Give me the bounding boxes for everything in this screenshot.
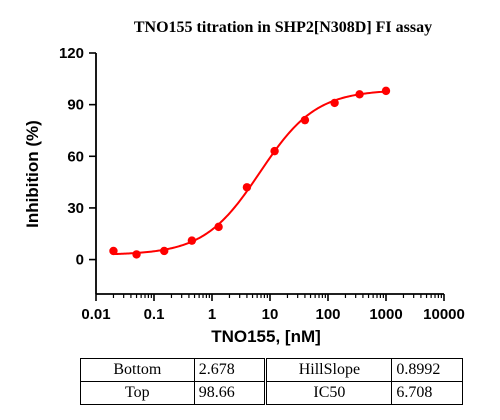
- data-point: [355, 90, 364, 99]
- param-name-ic50: IC50: [264, 381, 393, 405]
- data-point: [300, 115, 310, 125]
- tick-labels: 0 30 60 90 120 0.01 0.1 1 10 100 1000 10000: [59, 45, 465, 323]
- x-tick-label: 100: [315, 306, 340, 323]
- fit-parameters-table: Bottom 2.678 HillSlope 0.8992 Top 98.66 …: [80, 358, 463, 405]
- data-point: [109, 246, 118, 256]
- param-name-top: Top: [80, 381, 195, 405]
- param-value-bottom: 2.678: [193, 358, 267, 382]
- param-value-hillslope: 0.8992: [391, 358, 463, 382]
- x-tick-label: 1000: [369, 306, 402, 323]
- data-point: [132, 250, 141, 259]
- param-value-top: 98.66: [193, 381, 267, 405]
- x-tick-label: 10: [262, 306, 279, 323]
- data-point: [381, 86, 391, 96]
- y-axis-label: Inhibition (%): [23, 120, 42, 228]
- x-tick-label: 0.01: [81, 306, 110, 323]
- table-row: Top 98.66 IC50 6.708: [80, 381, 463, 405]
- data-point: [187, 236, 197, 245]
- data-point: [330, 98, 339, 108]
- y-tick-label: 60: [67, 148, 84, 165]
- table-row: Bottom 2.678 HillSlope 0.8992: [80, 358, 463, 382]
- x-tick-label: 1: [208, 306, 216, 323]
- param-value-ic50: 6.708: [391, 381, 463, 405]
- y-tick-label: 0: [76, 252, 84, 269]
- fit-curve-layer: [113, 90, 387, 256]
- fit-curve: [113, 90, 387, 256]
- data-points-layer: [109, 86, 391, 259]
- axes: [95, 53, 444, 295]
- chart-title: TNO155 titration in SHP2[N308D] FI assay: [134, 19, 432, 36]
- x-tick-label: 0.1: [144, 306, 165, 323]
- y-tick-label: 30: [67, 200, 84, 217]
- data-point: [160, 246, 169, 256]
- param-name-bottom: Bottom: [80, 358, 195, 382]
- data-point: [242, 183, 252, 192]
- tick-marks: [89, 52, 445, 301]
- y-tick-label: 120: [59, 45, 84, 62]
- dose-response-chart: TNO155 titration in SHP2[N308D] FI assay…: [23, 19, 465, 346]
- data-point: [270, 146, 279, 156]
- param-name-hillslope: HillSlope: [264, 358, 393, 382]
- data-point: [214, 222, 223, 232]
- x-tick-label: 10000: [423, 306, 465, 323]
- x-axis-label: TNO155, [nM]: [211, 327, 321, 346]
- y-tick-label: 90: [67, 97, 84, 114]
